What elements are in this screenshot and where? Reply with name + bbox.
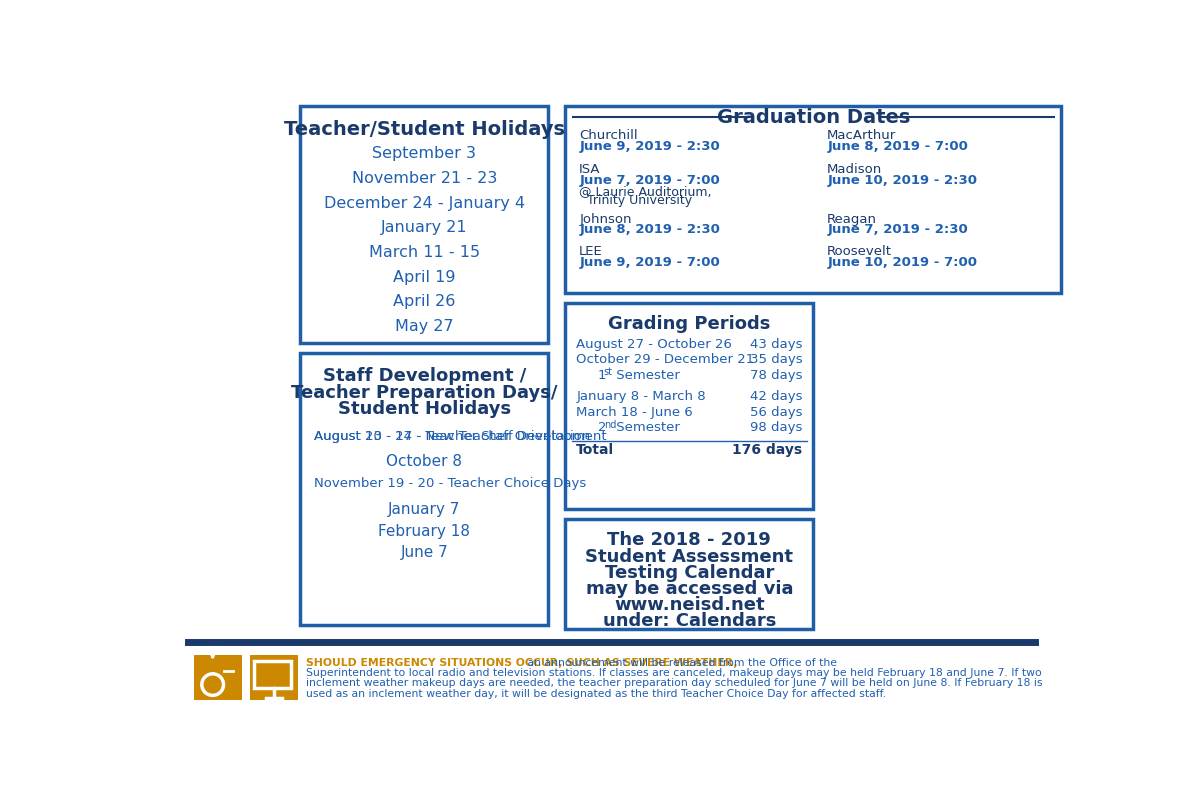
Bar	[565, 519, 814, 629]
Text: 42 days: 42 days	[750, 391, 803, 404]
Bar	[301, 353, 549, 625]
Text: Reagan: Reagan	[827, 213, 877, 226]
Text: August 13 - 17 - New Teacher Orientation: August 13 - 17 - New Teacher Orientation	[314, 430, 591, 443]
Text: an announcement will be released from the Office of the: an announcement will be released from th…	[524, 658, 836, 667]
Text: November 21 - 23: November 21 - 23	[352, 171, 497, 186]
Text: April 26: April 26	[392, 294, 456, 309]
Text: June 7: June 7	[401, 545, 449, 560]
Text: December 24 - January 4: December 24 - January 4	[323, 196, 525, 210]
Text: January 7: January 7	[388, 502, 460, 517]
Text: 176 days: 176 days	[733, 443, 803, 457]
Text: August 27 - October 26: August 27 - October 26	[576, 338, 733, 351]
Text: Grading Periods: Grading Periods	[608, 315, 771, 333]
Text: June 7, 2019 - 7:00: June 7, 2019 - 7:00	[580, 174, 721, 187]
Text: may be accessed via: may be accessed via	[586, 580, 793, 598]
Text: October 29 - December 21: October 29 - December 21	[576, 354, 754, 366]
Bar	[194, 655, 242, 700]
Text: June 8, 2019 - 7:00: June 8, 2019 - 7:00	[827, 140, 969, 153]
Text: Churchill: Churchill	[580, 129, 638, 142]
Text: Roosevelt: Roosevelt	[827, 245, 892, 258]
Text: 56 days: 56 days	[750, 406, 803, 419]
Text: Johnson: Johnson	[580, 213, 632, 226]
Text: June 8, 2019 - 2:30: June 8, 2019 - 2:30	[580, 223, 721, 236]
Text: May 27: May 27	[395, 319, 453, 334]
Bar	[301, 106, 549, 344]
Text: Teacher Preparation Days/: Teacher Preparation Days/	[291, 383, 557, 401]
Text: 78 days: 78 days	[750, 369, 803, 382]
Text: June 7, 2019 - 2:30: June 7, 2019 - 2:30	[827, 223, 968, 236]
Text: under: Calendars: under: Calendars	[602, 612, 775, 630]
Text: Semester: Semester	[612, 421, 680, 434]
Text: inclement weather makeup days are needed, the teacher preparation day scheduled : inclement weather makeup days are needed…	[305, 679, 1043, 688]
Text: Staff Development /: Staff Development /	[322, 366, 526, 384]
Text: September 3: September 3	[372, 146, 476, 161]
Text: www.neisd.net: www.neisd.net	[614, 596, 765, 614]
Text: November 19 - 20 - Teacher Choice Days: November 19 - 20 - Teacher Choice Days	[314, 477, 587, 490]
Text: 1: 1	[598, 369, 606, 382]
Text: Student Holidays: Student Holidays	[338, 400, 511, 418]
Bar	[249, 655, 298, 700]
Text: Trinity University: Trinity University	[587, 194, 692, 207]
Text: Semester: Semester	[612, 369, 680, 382]
Text: October 8: October 8	[387, 455, 462, 469]
Text: The 2018 - 2019: The 2018 - 2019	[607, 532, 771, 549]
Text: 98 days: 98 days	[750, 421, 803, 434]
Text: April 19: April 19	[392, 269, 456, 285]
Text: Teacher/Student Holidays: Teacher/Student Holidays	[284, 121, 564, 139]
Text: Superintendent to local radio and television stations. If classes are canceled, : Superintendent to local radio and televi…	[305, 668, 1041, 678]
Text: 35 days: 35 days	[750, 354, 803, 366]
Text: March 11 - 15: March 11 - 15	[369, 245, 480, 260]
Text: February 18: February 18	[378, 523, 470, 539]
Text: Graduation Dates: Graduation Dates	[717, 108, 910, 126]
Text: Madison: Madison	[827, 163, 883, 176]
Text: used as an inclement weather day, it will be designated as the third Teacher Cho: used as an inclement weather day, it wil…	[305, 688, 885, 699]
Text: st: st	[604, 367, 613, 377]
Text: MacArthur: MacArthur	[827, 129, 896, 142]
Text: June 9, 2019 - 2:30: June 9, 2019 - 2:30	[580, 140, 721, 153]
Text: August 20 - 24 - Teacher Staff Development: August 20 - 24 - Teacher Staff Developme…	[314, 430, 607, 443]
Bar	[565, 106, 1062, 293]
Text: @ Laurie Auditorium,: @ Laurie Auditorium,	[580, 185, 712, 198]
Bar	[565, 303, 814, 509]
Text: Total: Total	[576, 443, 614, 457]
Text: January 8 - March 8: January 8 - March 8	[576, 391, 706, 404]
Text: June 9, 2019 - 7:00: June 9, 2019 - 7:00	[580, 256, 721, 269]
Text: 43 days: 43 days	[750, 338, 803, 351]
Text: LEE: LEE	[580, 245, 602, 258]
Text: Testing Calendar: Testing Calendar	[605, 564, 774, 582]
Text: SHOULD EMERGENCY SITUATIONS OCCUR, SUCH AS SEVERE WEATHER,: SHOULD EMERGENCY SITUATIONS OCCUR, SUCH …	[305, 658, 737, 667]
Text: 2: 2	[598, 421, 606, 434]
Text: Student Assessment: Student Assessment	[586, 548, 793, 565]
Text: ISA: ISA	[580, 163, 601, 176]
Text: January 21: January 21	[381, 220, 468, 235]
Text: nd: nd	[604, 420, 616, 430]
Bar	[254, 662, 291, 688]
Text: March 18 - June 6: March 18 - June 6	[576, 406, 693, 419]
Text: June 10, 2019 - 2:30: June 10, 2019 - 2:30	[827, 174, 977, 187]
Text: June 10, 2019 - 7:00: June 10, 2019 - 7:00	[827, 256, 977, 269]
